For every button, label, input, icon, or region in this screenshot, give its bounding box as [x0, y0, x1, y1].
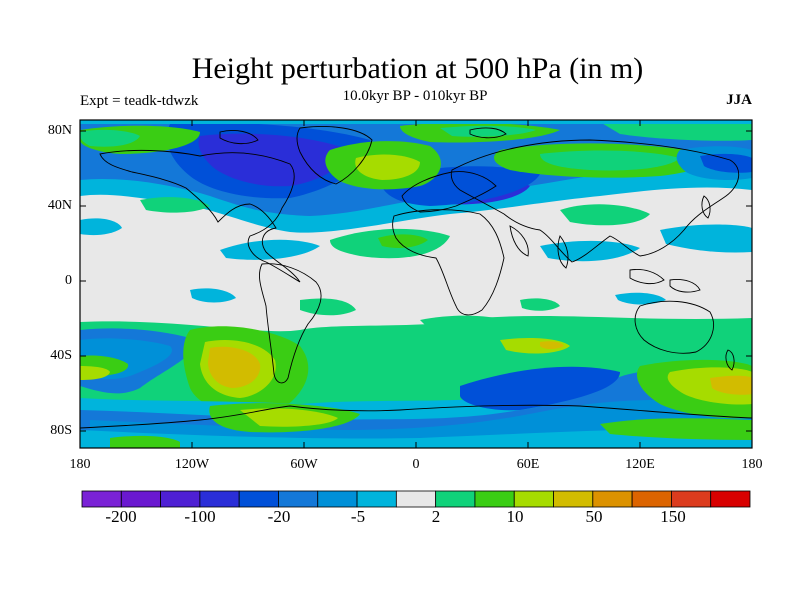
- lat-tick-label: 80N: [47, 123, 72, 138]
- colorbar-swatch: [631, 490, 672, 508]
- colorbar-swatch: [592, 490, 633, 508]
- colorbar-label: 50: [585, 507, 603, 526]
- figure-title: Height perturbation at 500 hPa (in m): [191, 52, 644, 85]
- colorbar-label: 150: [660, 507, 686, 526]
- colorbar-label: 10: [506, 507, 524, 526]
- colorbar-swatch: [160, 490, 201, 508]
- colorbar: [81, 490, 751, 508]
- colorbar-label: -100: [184, 507, 216, 526]
- colorbar-swatch: [278, 490, 319, 508]
- colorbar-swatch: [710, 490, 751, 508]
- lon-tick-label: 60E: [516, 457, 540, 472]
- colorbar-swatch: [474, 490, 515, 508]
- time-range-label: 10.0kyr BP - 010kyr BP: [342, 88, 488, 104]
- lon-tick-label: 120W: [174, 457, 210, 472]
- lat-tick-label: 40S: [50, 348, 72, 363]
- colorbar-swatch: [238, 490, 279, 508]
- axis-ticks: [79, 120, 753, 448]
- lat-tick-label: 40N: [47, 198, 72, 213]
- colorbar-swatch: [356, 490, 397, 508]
- colorbar-swatch: [395, 490, 437, 508]
- colorbar-label: -20: [267, 507, 291, 526]
- colorbar-label: -5: [350, 507, 366, 526]
- colorbar-label: -200: [105, 507, 137, 526]
- colorbar-swatch: [199, 490, 240, 508]
- coastlines: [80, 126, 752, 429]
- colorbar-label: 2: [431, 507, 441, 526]
- colorbar-swatch: [513, 490, 554, 508]
- lat-tick-label: 80S: [50, 423, 72, 438]
- lon-tick-label: 60W: [290, 457, 318, 472]
- colorbar-swatch: [81, 490, 122, 508]
- lon-tick-label: 120E: [625, 457, 655, 472]
- colorbar-swatch: [553, 490, 594, 508]
- colorbar-swatch: [317, 490, 358, 508]
- colorbar-swatch: [671, 490, 712, 508]
- lon-tick-label: 180: [69, 457, 91, 472]
- colorbar-swatch: [435, 490, 476, 508]
- colorbar-swatch: [120, 490, 161, 508]
- lon-tick-label: 0: [412, 457, 420, 472]
- lat-tick-label: 0: [65, 273, 72, 288]
- lon-tick-label: 180: [741, 457, 763, 472]
- season-label: JJA: [726, 92, 752, 108]
- experiment-label: Expt = teadk-tdwzk: [80, 93, 199, 109]
